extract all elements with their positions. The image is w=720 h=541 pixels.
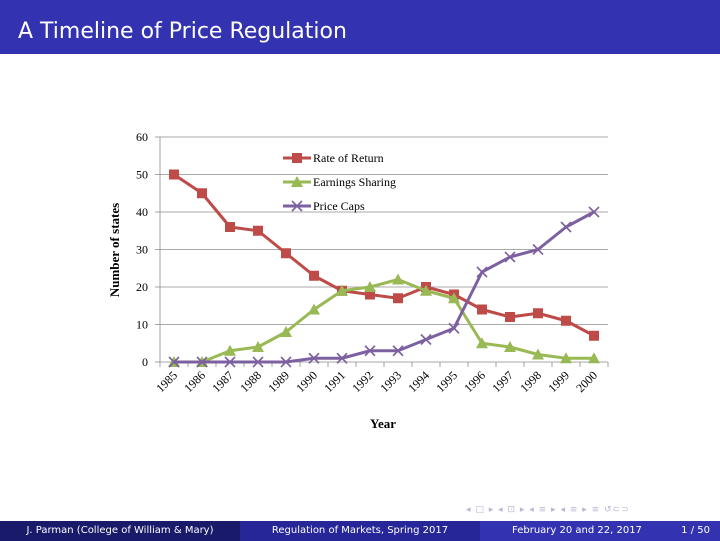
series-line-rate-of-return [173, 173, 595, 338]
point-earnings-sharing-1997 [504, 341, 516, 352]
point-rate-of-return-1989 [281, 248, 291, 259]
point-earnings-sharing-1990 [308, 303, 320, 315]
legend-label-price-caps: Price Caps [313, 199, 365, 213]
point-price-caps-1999 [560, 221, 572, 233]
x-tick-label-1999: 1999 [545, 368, 572, 395]
footer-course: Regulation of Markets, Spring 2017 [240, 521, 480, 541]
x-tick-label-1995: 1995 [433, 368, 460, 395]
footer-date: February 20 and 22, 2017 [512, 525, 642, 536]
x-tick-label-1986: 1986 [181, 368, 208, 395]
footer-page-number: 1 / 50 [681, 525, 710, 536]
legend-marker-rate-of-return [292, 153, 302, 163]
x-axis-label: Year [370, 416, 396, 431]
beamer-navigation[interactable]: ◂ □ ▸ ◂ ⊡ ▸ ◂ ≡ ▸ ◂ ≡ ▸ ≡ ↺⊂⊃ [466, 505, 630, 519]
point-earnings-sharing-1992 [364, 281, 376, 292]
point-price-caps-1997 [504, 251, 516, 263]
point-earnings-sharing-2000 [588, 352, 600, 364]
point-price-caps-1996 [476, 266, 488, 278]
legend: Rate of Return Earnings Sharing Price Caps [283, 151, 396, 213]
point-rate-of-return-2000 [589, 330, 599, 341]
point-price-caps-1988 [252, 356, 264, 368]
x-tick-label-1996: 1996 [461, 368, 488, 395]
point-rate-of-return-1998 [533, 308, 543, 319]
point-price-caps-1994 [420, 333, 432, 346]
legend-marker-price-caps [291, 200, 303, 212]
series-line-price-caps [174, 210, 595, 364]
x-tick-label-1993: 1993 [377, 368, 404, 395]
point-price-caps-2000 [588, 206, 600, 218]
gridlines [160, 136, 608, 325]
slide-title: A Timeline of Price Regulation [18, 19, 347, 44]
point-rate-of-return-1986 [197, 188, 207, 199]
point-earnings-sharing-1989 [280, 326, 292, 337]
point-rate-of-return-1987 [225, 222, 235, 232]
point-price-caps-1998 [532, 243, 544, 256]
point-rate-of-return-1996 [477, 304, 487, 315]
x-tick-label-1991: 1991 [321, 368, 348, 395]
point-earnings-sharing-1987 [224, 344, 236, 356]
legend-marker-earnings-sharing [291, 176, 303, 187]
x-tick-label-1987: 1987 [209, 368, 236, 395]
point-price-caps-1991 [336, 352, 348, 364]
x-tick-label-1998: 1998 [517, 368, 544, 395]
point-rate-of-return-1993 [393, 293, 403, 304]
slide-footer: J. Parman (College of William & Mary) Re… [0, 521, 720, 541]
footer-author: J. Parman (College of William & Mary) [0, 521, 240, 541]
point-earnings-sharing-1999 [560, 352, 572, 364]
point-earnings-sharing-1994 [420, 284, 432, 296]
slide-title-bar: A Timeline of Price Regulation [0, 0, 720, 54]
y-tick-label-20: 20 [136, 280, 148, 294]
point-rate-of-return-1985 [169, 169, 179, 180]
point-price-caps-1995 [448, 322, 460, 334]
legend-label-earnings-sharing: Earnings Sharing [313, 175, 396, 189]
y-tick-label-60: 60 [136, 130, 148, 144]
point-earnings-sharing-1998 [532, 348, 544, 360]
x-tick-label-1990: 1990 [293, 368, 320, 395]
point-price-caps-1987 [224, 356, 236, 368]
x-tick-label-1997: 1997 [489, 368, 516, 395]
point-earnings-sharing-1995 [448, 292, 460, 304]
y-tick-label-40: 40 [136, 205, 148, 219]
point-rate-of-return-1988 [253, 225, 263, 236]
point-price-caps-1993 [392, 345, 404, 357]
point-earnings-sharing-1993 [392, 273, 404, 285]
navigation-symbols[interactable]: ◂ □ ▸ ◂ ⊡ ▸ ◂ ≡ ▸ ◂ ≡ ▸ ≡ ↺⊂⊃ [466, 505, 630, 515]
point-rate-of-return-1997 [505, 312, 515, 322]
point-price-caps-1992 [364, 345, 376, 357]
series-lines [168, 169, 600, 368]
series-line-earnings-sharing [174, 278, 594, 364]
point-price-caps-1990 [308, 352, 320, 364]
y-tick-label-50: 50 [136, 168, 148, 182]
x-tick-label-1989: 1989 [265, 368, 292, 395]
point-earnings-sharing-1996 [476, 337, 488, 349]
point-price-caps-1989 [280, 356, 292, 368]
x-tick-label-1992: 1992 [349, 368, 376, 395]
point-price-caps-1985 [168, 356, 180, 368]
x-tick-label-2000: 2000 [573, 368, 600, 395]
x-tick-label-1994: 1994 [405, 368, 432, 395]
y-tick-label-10: 10 [136, 318, 148, 332]
point-earnings-sharing-1988 [252, 341, 264, 352]
legend-label-rate-of-return: Rate of Return [313, 151, 384, 165]
point-price-caps-1986 [196, 356, 208, 368]
y-axis-label: Number of states [107, 203, 122, 297]
x-tick-label-1988: 1988 [237, 368, 264, 395]
point-rate-of-return-1999 [561, 315, 571, 326]
point-earnings-sharing-1991 [336, 284, 348, 296]
point-rate-of-return-1990 [309, 270, 319, 281]
x-tick-label-1985: 1985 [153, 368, 180, 395]
footer-right: February 20 and 22, 2017 1 / 50 [480, 521, 720, 541]
y-tick-label-0: 0 [142, 355, 148, 369]
point-rate-of-return-1992 [365, 289, 375, 300]
y-tick-label-30: 30 [136, 243, 148, 257]
